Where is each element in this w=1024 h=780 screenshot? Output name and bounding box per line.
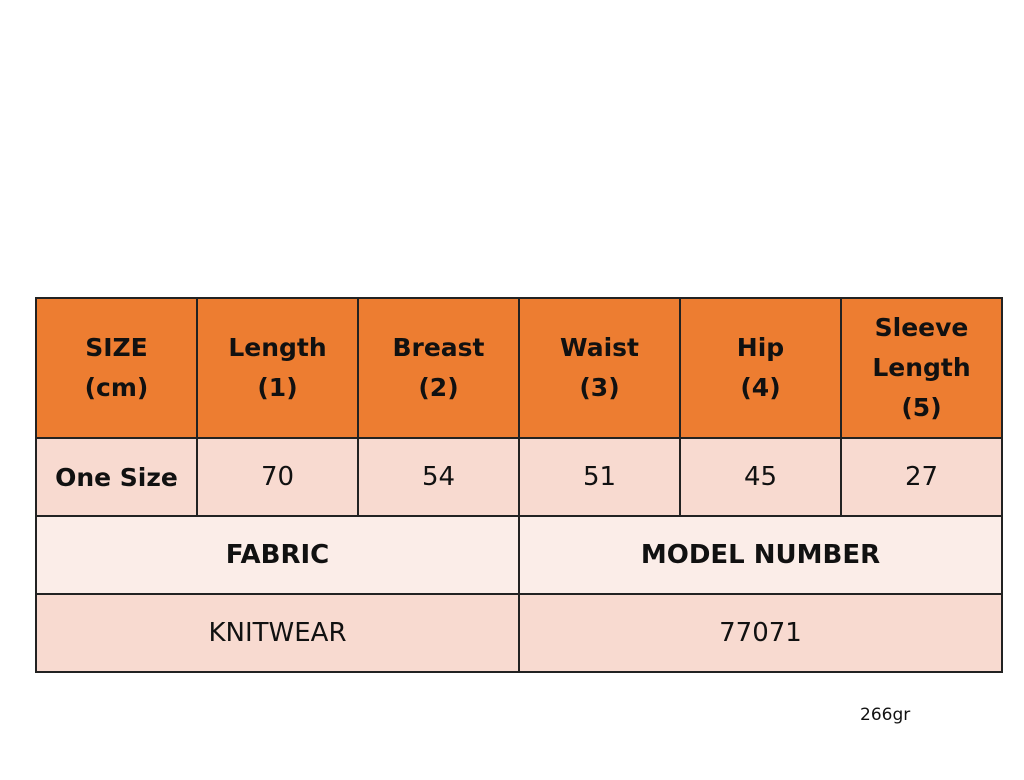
- length-value: 70: [196, 437, 359, 517]
- info-row: KNITWEAR 77071: [35, 593, 1003, 673]
- model-number-value: 77071: [518, 593, 1003, 673]
- label-row: FABRIC MODEL NUMBER: [35, 515, 1003, 595]
- sleeve-length-value: 27: [840, 437, 1003, 517]
- size-row: One Size 70 54 51 45 27: [35, 437, 1003, 517]
- breast-value: 54: [357, 437, 520, 517]
- weight-text: 266gr: [860, 705, 911, 725]
- header-length: Length (1): [196, 297, 359, 439]
- fabric-label: FABRIC: [35, 515, 520, 595]
- header-waist: Waist (3): [518, 297, 681, 439]
- header-size: SIZE (cm): [35, 297, 198, 439]
- header-hip: Hip (4): [679, 297, 842, 439]
- size-chart-table: SIZE (cm) Length (1) Breast (2) Waist (3…: [35, 297, 1003, 673]
- fabric-value: KNITWEAR: [35, 593, 520, 673]
- waist-value: 51: [518, 437, 681, 517]
- size-value: One Size: [35, 437, 198, 517]
- header-sleeve-length: Sleeve Length (5): [840, 297, 1003, 439]
- header-row: SIZE (cm) Length (1) Breast (2) Waist (3…: [35, 297, 1003, 439]
- hip-value: 45: [679, 437, 842, 517]
- model-number-label: MODEL NUMBER: [518, 515, 1003, 595]
- header-breast: Breast (2): [357, 297, 520, 439]
